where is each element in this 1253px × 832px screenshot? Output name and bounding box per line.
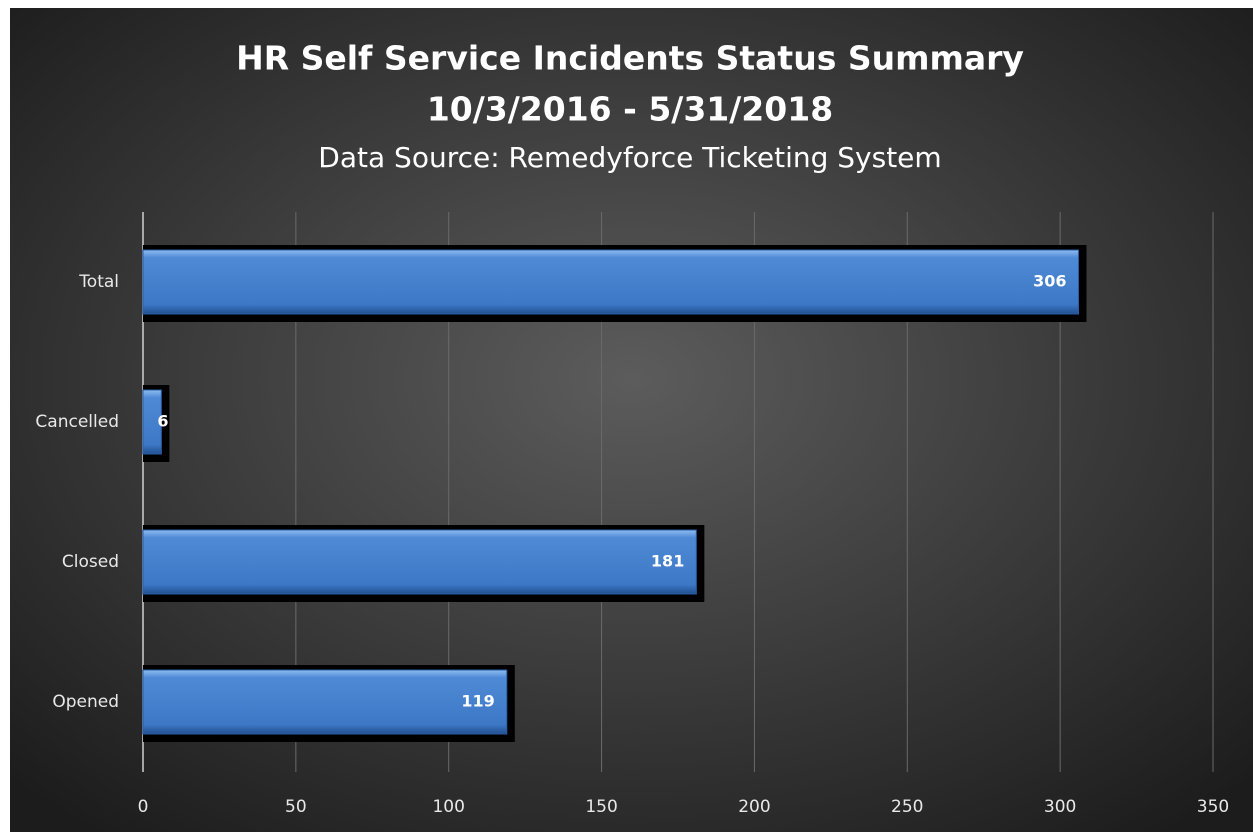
y-tick-label: Closed [62, 552, 119, 572]
data-label: 119 [461, 692, 494, 711]
data-label: 306 [1033, 272, 1066, 291]
y-tick-label: Cancelled [35, 412, 119, 432]
x-tick-label: 300 [1044, 797, 1076, 817]
bar [142, 389, 162, 455]
data-label: 181 [651, 552, 684, 571]
y-tick-label: Opened [52, 692, 119, 712]
bar [142, 529, 697, 595]
x-tick-label: 150 [585, 797, 617, 817]
x-tick-label: 0 [138, 797, 149, 817]
x-tick-label: 200 [738, 797, 770, 817]
bar [142, 669, 508, 735]
chart-title: HR Self Service Incidents Status Summary [236, 39, 1024, 78]
data-label: 6 [157, 412, 168, 431]
y-tick-label: Total [78, 272, 119, 292]
x-tick-label: 350 [1197, 797, 1229, 817]
chart-subtitle: 10/3/2016 - 5/31/2018 [427, 90, 833, 129]
x-tick-label: 250 [891, 797, 923, 817]
x-tick-label: 100 [432, 797, 464, 817]
bar [142, 249, 1079, 315]
chart-source: Data Source: Remedyforce Ticketing Syste… [318, 141, 941, 174]
x-tick-label: 50 [285, 797, 307, 817]
